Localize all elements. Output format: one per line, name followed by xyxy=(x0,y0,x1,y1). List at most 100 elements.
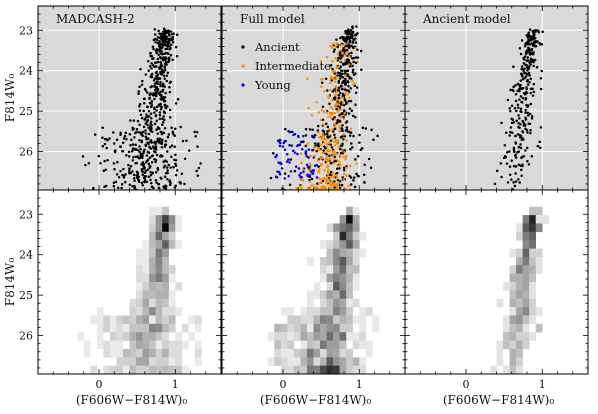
data-point xyxy=(516,103,520,106)
data-point xyxy=(153,122,157,126)
data-point xyxy=(141,170,145,174)
hess-bin xyxy=(274,357,282,366)
data-point xyxy=(524,111,527,114)
data-point xyxy=(343,42,347,46)
panel-background xyxy=(405,6,588,190)
data-point xyxy=(338,54,342,57)
data-point xyxy=(535,66,539,69)
hess-bin xyxy=(496,357,504,366)
data-point xyxy=(150,160,154,164)
data-point xyxy=(171,58,174,62)
legend-label: Young xyxy=(254,78,291,92)
data-point xyxy=(509,109,512,113)
data-point xyxy=(169,166,172,169)
data-point xyxy=(144,135,148,138)
data-point xyxy=(164,68,167,72)
data-point xyxy=(305,155,308,158)
data-point xyxy=(119,145,122,148)
hess-bin xyxy=(149,332,156,341)
data-point xyxy=(166,150,169,153)
y-tick-label: 24 xyxy=(19,65,33,78)
data-point xyxy=(326,89,329,92)
data-point xyxy=(304,144,308,148)
data-point xyxy=(342,155,345,159)
hess-bin xyxy=(155,206,163,216)
hess-bin xyxy=(155,265,163,274)
data-point xyxy=(146,168,150,171)
data-point xyxy=(161,40,164,43)
data-point xyxy=(349,148,352,151)
data-point xyxy=(322,141,326,145)
y-tick-label: 25 xyxy=(19,289,33,302)
data-point xyxy=(348,40,352,43)
data-point xyxy=(369,166,373,170)
hess-bin xyxy=(142,256,150,266)
data-point xyxy=(321,123,325,126)
data-point xyxy=(289,170,293,173)
data-point xyxy=(285,160,289,163)
data-point xyxy=(329,113,333,117)
data-point xyxy=(524,75,528,78)
data-point xyxy=(170,155,173,158)
data-point xyxy=(296,144,300,147)
data-point xyxy=(331,130,335,133)
data-point xyxy=(338,186,342,190)
data-point xyxy=(524,108,527,112)
data-point xyxy=(135,161,138,165)
hess-bin xyxy=(168,307,176,316)
data-point xyxy=(351,70,355,74)
data-point xyxy=(528,28,532,31)
hess-bin xyxy=(155,323,163,333)
hess-bin xyxy=(503,323,510,333)
data-point xyxy=(338,129,341,132)
data-point xyxy=(127,150,131,154)
data-point xyxy=(316,186,319,190)
data-point xyxy=(534,30,537,34)
data-point xyxy=(175,55,179,58)
data-point xyxy=(156,61,159,64)
data-point xyxy=(347,99,351,103)
hess-bin xyxy=(194,323,202,333)
data-point xyxy=(112,184,116,188)
data-point xyxy=(147,175,151,179)
data-point xyxy=(508,107,511,110)
data-point xyxy=(341,129,344,133)
hess-bin xyxy=(346,298,354,308)
data-point xyxy=(144,132,147,135)
data-point xyxy=(333,116,336,119)
data-point xyxy=(149,171,152,174)
hess-bin xyxy=(109,340,117,350)
data-point xyxy=(286,152,289,156)
hess-bin xyxy=(109,315,117,325)
data-point xyxy=(331,138,334,141)
hess-bin xyxy=(149,298,156,308)
hess-bin xyxy=(274,323,282,333)
data-point xyxy=(112,181,116,185)
data-point xyxy=(279,141,282,145)
data-point xyxy=(323,178,327,182)
hess-bin xyxy=(359,357,367,366)
hess-bin xyxy=(103,365,111,374)
data-point xyxy=(159,80,162,84)
data-point xyxy=(302,134,305,138)
hess-bin xyxy=(326,256,334,266)
hess-bin xyxy=(129,332,137,341)
hess-bin xyxy=(90,315,98,325)
data-point xyxy=(306,77,309,80)
data-point xyxy=(313,133,317,137)
hess-bin xyxy=(522,315,530,325)
data-point xyxy=(161,90,164,93)
data-point xyxy=(167,41,171,45)
hess-bin xyxy=(522,332,530,341)
hess-bin xyxy=(333,357,340,366)
data-point xyxy=(358,141,361,144)
data-point xyxy=(523,55,527,58)
data-point xyxy=(145,113,148,116)
data-point xyxy=(514,99,518,103)
data-point xyxy=(327,94,331,98)
hess-bin xyxy=(352,273,360,283)
hess-bin xyxy=(175,357,183,366)
data-point xyxy=(352,179,355,182)
data-point xyxy=(297,167,301,170)
data-point xyxy=(275,154,278,157)
